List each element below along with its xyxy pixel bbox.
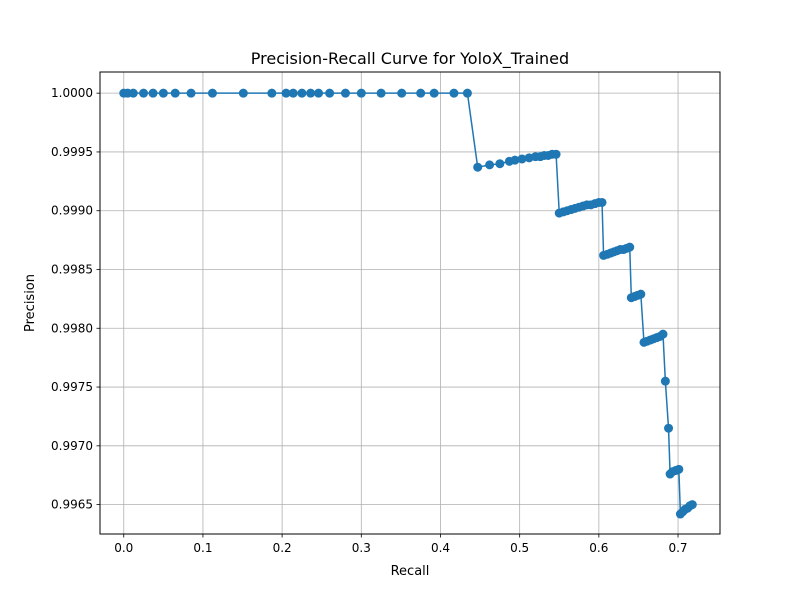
chart-title: Precision-Recall Curve for YoloX_Trained bbox=[251, 49, 569, 69]
data-point bbox=[325, 88, 335, 98]
data-point bbox=[462, 88, 472, 98]
x-tick-label: 0.1 bbox=[193, 541, 212, 555]
x-axis-label: Recall bbox=[391, 564, 430, 579]
data-point bbox=[551, 149, 561, 159]
data-point bbox=[158, 88, 168, 98]
y-tick-label: 0.9990 bbox=[51, 204, 93, 218]
data-point bbox=[664, 423, 674, 433]
data-point bbox=[495, 159, 505, 169]
data-point bbox=[139, 88, 149, 98]
data-point bbox=[128, 88, 138, 98]
data-point bbox=[170, 88, 180, 98]
data-point bbox=[267, 88, 277, 98]
data-point bbox=[397, 88, 407, 98]
series-layer bbox=[119, 88, 697, 519]
data-point bbox=[429, 88, 439, 98]
data-point bbox=[636, 289, 646, 299]
grid-layer bbox=[100, 72, 720, 534]
x-tick-label: 0.4 bbox=[431, 541, 450, 555]
data-point bbox=[416, 88, 426, 98]
x-tick-label: 0.7 bbox=[668, 541, 687, 555]
data-point bbox=[148, 88, 158, 98]
x-tick-label: 0.6 bbox=[589, 541, 608, 555]
data-point bbox=[597, 197, 607, 207]
data-point bbox=[297, 88, 307, 98]
y-tick-label: 0.9995 bbox=[51, 145, 93, 159]
y-axis-label: Precision bbox=[23, 274, 38, 332]
data-point bbox=[314, 88, 324, 98]
x-tick-label: 0.5 bbox=[510, 541, 529, 555]
data-point bbox=[186, 88, 196, 98]
data-point bbox=[510, 155, 520, 165]
y-tick-label: 0.9970 bbox=[51, 439, 93, 453]
x-tick-label: 0.3 bbox=[352, 541, 371, 555]
data-point bbox=[660, 376, 670, 386]
y-tick-label: 0.9975 bbox=[51, 380, 93, 394]
data-point bbox=[517, 154, 527, 164]
y-tick-label: 0.9980 bbox=[51, 321, 93, 335]
data-point bbox=[238, 88, 248, 98]
x-tick-label: 0.2 bbox=[273, 541, 292, 555]
data-point bbox=[658, 329, 668, 339]
data-point bbox=[473, 162, 483, 172]
data-point bbox=[207, 88, 217, 98]
y-tick-label: 0.9985 bbox=[51, 263, 93, 277]
data-point bbox=[288, 88, 298, 98]
ticks-layer: 0.0 0.1 0.2 0.3 0.4 0.5 0.6 0.7 0.9965 0.9970 0.99… bbox=[51, 86, 688, 555]
y-tick-label: 0.9965 bbox=[51, 498, 93, 512]
data-point bbox=[674, 464, 684, 474]
y-tick-label: 1.0000 bbox=[51, 86, 93, 100]
data-point bbox=[306, 88, 316, 98]
data-point bbox=[376, 88, 386, 98]
data-point bbox=[281, 88, 291, 98]
data-point bbox=[485, 160, 495, 170]
plot-frame bbox=[99, 71, 721, 535]
data-point bbox=[625, 242, 635, 252]
data-point bbox=[687, 500, 697, 510]
data-point bbox=[356, 88, 366, 98]
data-point bbox=[340, 88, 350, 98]
data-point bbox=[449, 88, 459, 98]
x-tick-label: 0.0 bbox=[114, 541, 133, 555]
